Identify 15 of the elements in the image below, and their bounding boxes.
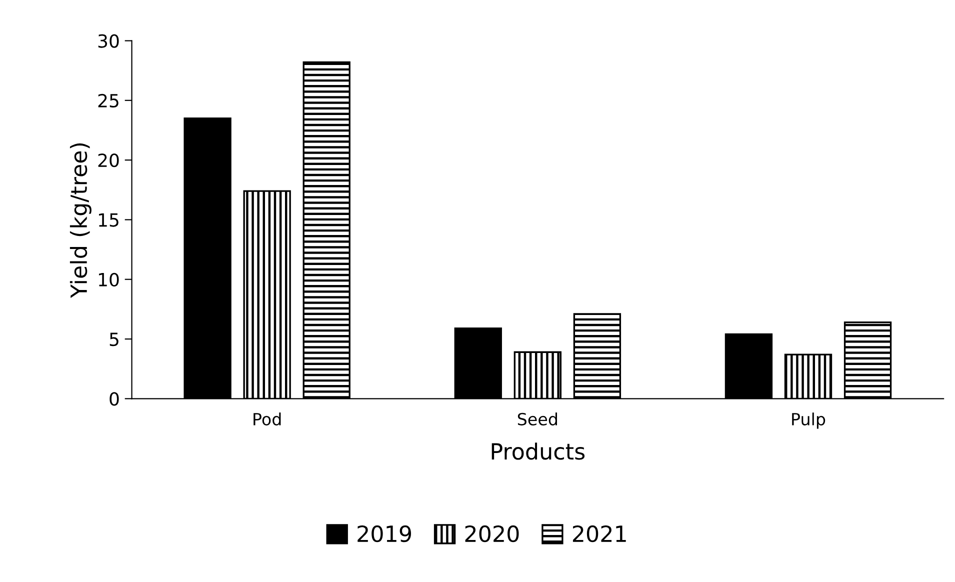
legend-label: 2021 bbox=[572, 525, 626, 542]
x-tick-label: Pod bbox=[254, 412, 281, 426]
legend-label: 2019 bbox=[358, 525, 411, 542]
y-tick-label: 20 bbox=[98, 154, 119, 168]
y-tick-label: 25 bbox=[98, 94, 118, 108]
y-tick-label: 30 bbox=[98, 34, 119, 48]
y-tick-label: 15 bbox=[98, 213, 118, 227]
x-tick-label: Pulp bbox=[792, 412, 826, 429]
y-tick-label: 0 bbox=[110, 392, 119, 406]
x-tick-label: Seed bbox=[518, 412, 557, 426]
legend-label: 2020 bbox=[465, 525, 519, 542]
y-tick-label: 5 bbox=[110, 332, 118, 346]
y-axis-title: Yield (kg/tree) bbox=[70, 143, 92, 298]
x-axis-title: Products bbox=[492, 442, 585, 460]
y-tick-label: 10 bbox=[98, 272, 119, 286]
